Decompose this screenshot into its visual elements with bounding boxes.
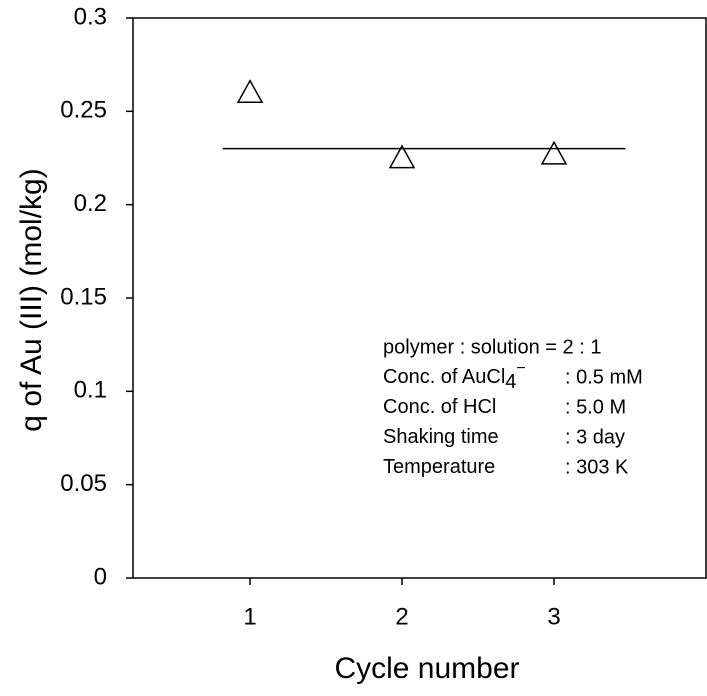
x-tick-label: 2	[395, 603, 408, 630]
annotation-subscript: 4	[505, 371, 516, 393]
y-tick-label: 0	[94, 563, 107, 590]
annotation-value: : 0.5 mM	[565, 366, 643, 388]
annotation-label: Temperature	[383, 456, 495, 478]
y-tick-label: 0.2	[74, 190, 107, 217]
plot-frame	[132, 17, 707, 579]
annotation-label: Conc. of HCl	[383, 396, 496, 418]
annotation-value: : 5.0 M	[565, 396, 626, 418]
x-axis-label: Cycle number	[334, 652, 519, 685]
y-tick-label: 0.05	[60, 470, 107, 497]
annotation-label-text: Conc. of HCl	[383, 396, 496, 418]
annotation-label: Shaking time	[383, 426, 499, 448]
y-tick-label: 0.1	[74, 377, 107, 404]
annotation-superscript: −	[516, 360, 525, 377]
x-tick-label: 3	[547, 603, 560, 630]
annotation-label-text: Conc. of AuCl	[383, 366, 505, 388]
data-point	[236, 79, 264, 104]
y-axis-label: q of Au (III) (mol/kg)	[15, 168, 48, 431]
annotation-label: Conc. of AuCl4−	[383, 360, 526, 393]
annotation: polymer : solution = 2 : 1	[383, 336, 601, 358]
annotation-value: : 3 day	[565, 426, 625, 448]
annotation-label-text: Shaking time	[383, 426, 499, 448]
annotation-label-text: Temperature	[383, 456, 495, 478]
x-tick-label: 1	[243, 603, 256, 630]
y-tick-label: 0.15	[60, 283, 107, 310]
annotation-value: : 303 K	[565, 456, 629, 478]
y-tick-label: 0.3	[74, 3, 107, 30]
y-tick-label: 0.25	[60, 97, 107, 124]
data-point	[540, 140, 568, 165]
data-point	[388, 144, 416, 169]
